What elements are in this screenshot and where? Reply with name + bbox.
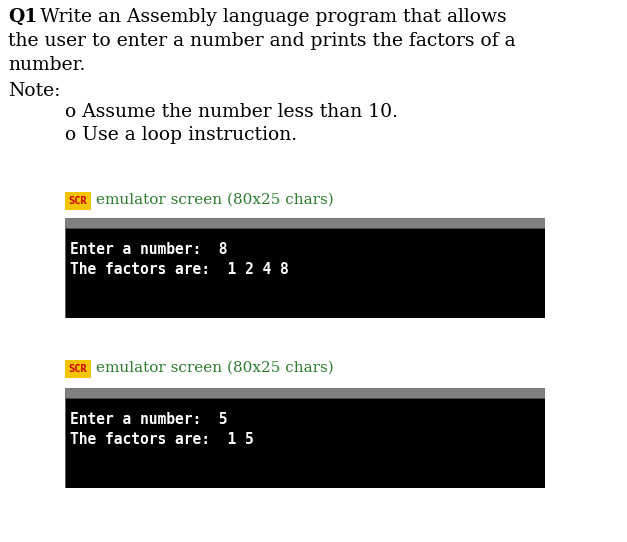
FancyBboxPatch shape [65, 192, 91, 210]
Text: The factors are:  1 2 4 8: The factors are: 1 2 4 8 [70, 262, 289, 277]
FancyBboxPatch shape [65, 398, 545, 488]
FancyBboxPatch shape [65, 218, 545, 228]
Text: number.: number. [8, 56, 85, 74]
FancyBboxPatch shape [65, 360, 91, 378]
FancyBboxPatch shape [65, 228, 545, 318]
Text: emulator screen (80x25 chars): emulator screen (80x25 chars) [96, 361, 334, 375]
Text: Note:: Note: [8, 82, 60, 100]
Text: Enter a number:  5: Enter a number: 5 [70, 412, 228, 427]
Text: Enter a number:  8: Enter a number: 8 [70, 242, 228, 257]
Text: : Write an Assembly language program that allows: : Write an Assembly language program tha… [28, 8, 507, 26]
Text: The factors are:  1 5: The factors are: 1 5 [70, 432, 254, 447]
Text: the user to enter a number and prints the factors of a: the user to enter a number and prints th… [8, 32, 515, 50]
FancyBboxPatch shape [65, 388, 545, 398]
Text: o Assume the number less than 10.: o Assume the number less than 10. [65, 103, 398, 121]
Text: SCR: SCR [68, 364, 87, 374]
Text: o Use a loop instruction.: o Use a loop instruction. [65, 126, 297, 144]
Text: Q1: Q1 [8, 8, 38, 26]
Text: emulator screen (80x25 chars): emulator screen (80x25 chars) [96, 193, 334, 207]
Text: SCR: SCR [68, 196, 87, 206]
